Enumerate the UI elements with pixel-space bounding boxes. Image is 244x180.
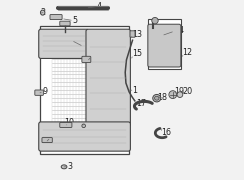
Text: 5: 5 — [72, 16, 77, 25]
FancyBboxPatch shape — [35, 90, 43, 95]
FancyBboxPatch shape — [42, 138, 52, 143]
FancyBboxPatch shape — [86, 29, 130, 126]
FancyBboxPatch shape — [39, 122, 130, 151]
Circle shape — [169, 91, 177, 98]
Circle shape — [152, 17, 158, 24]
Text: 16: 16 — [161, 129, 171, 138]
Text: 7: 7 — [48, 135, 53, 144]
Text: 4: 4 — [96, 2, 101, 11]
FancyBboxPatch shape — [39, 29, 89, 58]
Ellipse shape — [154, 96, 159, 100]
FancyBboxPatch shape — [148, 24, 181, 67]
Text: 20: 20 — [183, 87, 193, 96]
Circle shape — [177, 92, 183, 98]
Text: 6: 6 — [82, 42, 87, 51]
FancyBboxPatch shape — [60, 21, 70, 26]
Text: 8: 8 — [85, 57, 91, 66]
Text: 9: 9 — [43, 87, 48, 96]
Text: 19: 19 — [174, 87, 184, 96]
FancyBboxPatch shape — [82, 56, 91, 62]
FancyBboxPatch shape — [130, 31, 135, 37]
Text: 14: 14 — [174, 26, 184, 35]
FancyBboxPatch shape — [60, 122, 72, 127]
Text: 18: 18 — [158, 93, 168, 102]
Ellipse shape — [61, 165, 67, 169]
Text: 13: 13 — [132, 30, 142, 39]
Text: 2: 2 — [40, 8, 45, 17]
Text: 1: 1 — [132, 86, 137, 95]
Text: 12: 12 — [183, 48, 193, 57]
Text: 17: 17 — [136, 99, 146, 108]
Bar — [40, 26, 129, 154]
Ellipse shape — [41, 10, 45, 15]
Text: 15: 15 — [132, 49, 142, 58]
Ellipse shape — [153, 94, 161, 102]
Text: 10: 10 — [64, 118, 74, 127]
Bar — [148, 19, 181, 69]
Circle shape — [82, 124, 85, 128]
Text: 3: 3 — [68, 162, 73, 171]
FancyBboxPatch shape — [50, 15, 62, 20]
Text: 11: 11 — [85, 118, 95, 127]
